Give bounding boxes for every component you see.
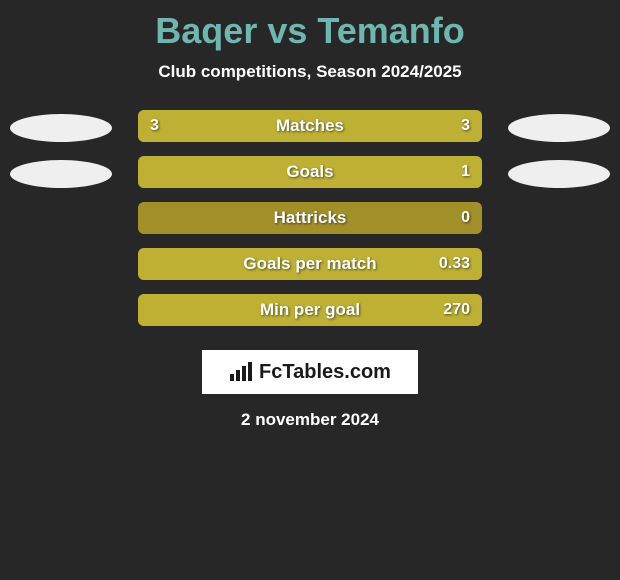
stat-value-right: 0 bbox=[461, 202, 470, 234]
stat-row: 33Matches bbox=[0, 106, 620, 152]
stat-row: 270Min per goal bbox=[0, 290, 620, 336]
stat-bar: 33Matches bbox=[138, 110, 482, 142]
subtitle: Club competitions, Season 2024/2025 bbox=[0, 62, 620, 82]
player-disc-right bbox=[508, 160, 610, 188]
player-disc-right bbox=[508, 114, 610, 142]
stat-bar: 0.33Goals per match bbox=[138, 248, 482, 280]
stat-bar: 1Goals bbox=[138, 156, 482, 188]
site-logo[interactable]: FcTables.com bbox=[202, 350, 418, 394]
stat-bar: 270Min per goal bbox=[138, 294, 482, 326]
stat-row: 1Goals bbox=[0, 152, 620, 198]
bars-icon bbox=[229, 362, 253, 382]
stat-bar: 0Hattricks bbox=[138, 202, 482, 234]
player-disc-left bbox=[10, 160, 112, 188]
bar-fill-right bbox=[310, 110, 482, 142]
stat-row: 0.33Goals per match bbox=[0, 244, 620, 290]
bar-fill-left bbox=[138, 110, 310, 142]
stat-label: Hattricks bbox=[138, 202, 482, 234]
stats-rows: 33Matches 1Goals 0Hattricks 0.33Goals per m… bbox=[0, 106, 620, 336]
logo-text: FcTables.com bbox=[259, 361, 391, 384]
bar-fill-right bbox=[138, 294, 482, 326]
bar-fill-right bbox=[138, 156, 482, 188]
page-title: Baqer vs Temanfo bbox=[0, 10, 620, 52]
stat-row: 0Hattricks bbox=[0, 198, 620, 244]
player-disc-left bbox=[10, 114, 112, 142]
comparison-card: Baqer vs Temanfo Club competitions, Seas… bbox=[0, 0, 620, 580]
bar-fill-right bbox=[138, 248, 482, 280]
date-label: 2 november 2024 bbox=[0, 410, 620, 430]
